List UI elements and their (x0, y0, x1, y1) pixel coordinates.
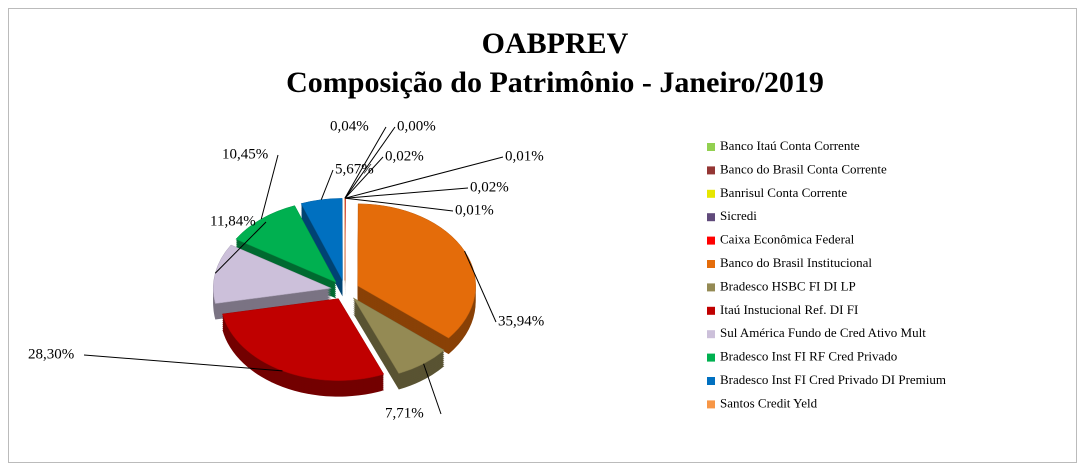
data-label: 10,45% (222, 146, 268, 162)
legend-label: Banco Itaú Conta Corrente (720, 138, 860, 153)
data-label: 11,84% (210, 213, 256, 229)
data-label: 5,67% (335, 161, 374, 177)
legend-swatch (707, 189, 715, 198)
slice (235, 205, 337, 283)
legend-label: Banrisul Conta Corrente (720, 185, 847, 200)
legend-label: Banco do Brasil Institucional (720, 255, 872, 270)
legend-swatch (707, 236, 715, 245)
legend-label: Bradesco HSBC FI DI LP (720, 278, 856, 293)
leader-line (260, 154, 279, 220)
legend-label: Bradesco Inst FI Cred Privado DI Premium (720, 372, 946, 387)
chart-frame (8, 8, 1077, 463)
legend-label: Sicredi (720, 208, 757, 223)
legend-swatch (707, 400, 715, 409)
legend-swatch (707, 330, 715, 339)
legend-label: Banco do Brasil Conta Corrente (720, 161, 887, 176)
leader-line (344, 156, 504, 199)
slice (213, 244, 333, 304)
chart-subtitle: Composição do Patrimônio - Janeiro/2019 (286, 66, 824, 99)
leader-line (214, 221, 267, 274)
legend-label: Bradesco Inst FI RF Cred Privado (720, 349, 897, 364)
data-label: 28,30% (28, 346, 74, 362)
slice (300, 198, 343, 281)
legend-swatch (707, 260, 715, 268)
legend-label: Itaú Instucional Ref. DI FI (720, 302, 858, 317)
data-label: 35,94% (498, 313, 544, 329)
data-label: 0,00% (397, 118, 436, 134)
slice (352, 297, 445, 374)
data-label: 7,71% (385, 405, 424, 421)
legend-swatch (707, 283, 715, 292)
legend-label: Santos Credit Yeld (720, 395, 818, 410)
legend-swatch (707, 143, 715, 151)
chart-title: OABPREV (482, 27, 629, 60)
data-label: 0,02% (385, 148, 424, 164)
legend-swatch (707, 213, 715, 222)
leader-line (423, 363, 442, 415)
legend-swatch (707, 353, 715, 362)
data-label: 0,04% (330, 118, 369, 134)
leader-line (345, 187, 469, 199)
legend-swatch (707, 306, 715, 315)
leader-line (464, 250, 497, 323)
leader-line (83, 354, 283, 372)
leader-line (344, 126, 396, 199)
legend-swatch (707, 166, 715, 175)
leader-line (344, 126, 387, 199)
data-label: 0,01% (455, 202, 494, 218)
leader-line (320, 169, 334, 200)
legend-label: Sul América Fundo de Cred Ativo Mult (720, 325, 926, 340)
data-label: 0,01% (505, 148, 544, 164)
legend-label: Caixa Econômica Federal (720, 232, 855, 247)
leader-line (344, 156, 384, 199)
leader-line (345, 197, 454, 212)
legend-swatch (707, 377, 715, 385)
data-label: 0,02% (470, 179, 509, 195)
